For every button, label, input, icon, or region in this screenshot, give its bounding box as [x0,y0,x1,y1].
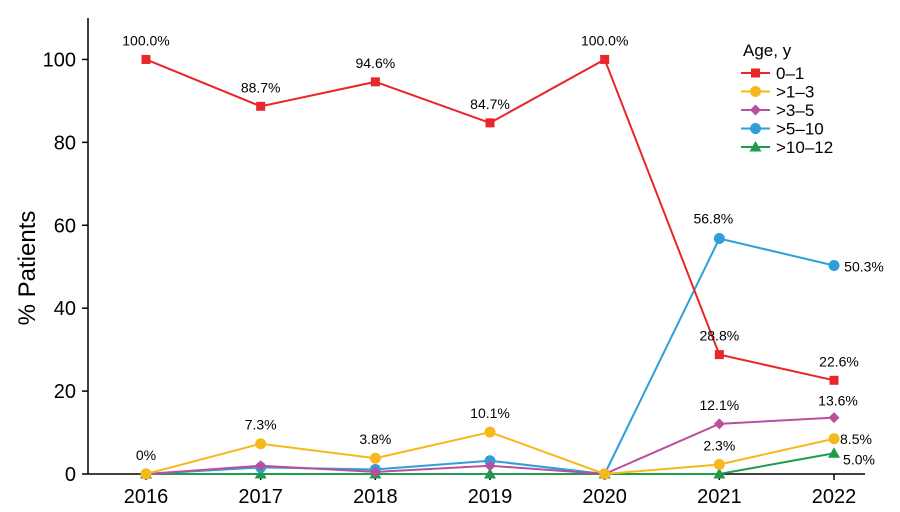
data-labels: 100.0% 88.7% 94.6% 84.7% 100.0% 28.8% 22.6% 0% 7… [122,32,884,467]
y-tick-label: 80 [54,132,76,154]
legend-swatch-marker [750,104,761,116]
legend-item: >1–3 [741,83,814,102]
data-point [484,468,497,479]
data-label: 10.1% [470,405,510,421]
data-label: 13.6% [818,393,858,409]
data-point [254,468,267,479]
data-point [828,412,840,424]
data-point [599,468,611,480]
x-tick-label: 2018 [353,486,398,508]
legend-swatch-marker [750,86,761,97]
legend-swatch-marker [750,123,761,134]
data-point [713,458,725,470]
data-point [828,433,840,445]
y-tick-label: 100 [43,49,76,71]
legend-label: >1–3 [776,83,814,102]
data-point [141,54,151,64]
data-point [713,233,725,245]
data-label: 100.0% [581,32,628,48]
x-tick-label: 2016 [124,486,169,508]
data-point [255,438,267,450]
data-point [828,259,840,271]
legend-title: Age, y [743,41,792,60]
data-label: 56.8% [693,211,733,227]
legend-swatch-marker [751,68,760,78]
data-point [369,452,381,464]
legend-item: >3–5 [741,101,814,120]
legend-label: 0–1 [776,64,804,83]
y-tick-label: 20 [54,381,76,403]
data-point [828,447,841,458]
legend-label: >10–12 [776,138,833,157]
data-label: 22.6% [819,353,859,369]
y-axis-title: % Patients [14,211,41,326]
data-label: 100.0% [122,32,169,48]
data-label: 12.1% [699,397,739,413]
data-point [370,77,380,87]
data-point [256,101,266,111]
legend-item: 0–1 [741,64,804,83]
data-point [140,468,152,480]
data-point [485,118,495,128]
y-tick-label: 0 [65,464,76,486]
x-tick-label: 2020 [582,486,627,508]
x-tick-label: 2022 [812,486,857,508]
data-point [713,468,726,479]
legend-item: >5–10 [741,120,824,139]
data-label: 88.7% [241,79,281,95]
data-label: 94.6% [355,55,395,71]
data-label: 5.0% [843,451,875,467]
x-tick-label: 2021 [697,486,742,508]
series-group [141,54,839,385]
data-label: 50.3% [844,258,884,274]
data-label: 28.8% [699,328,739,344]
data-point [600,54,610,64]
data-label: 3.8% [359,431,391,447]
data-label: 2.3% [703,437,735,453]
legend-swatch-marker [749,141,762,152]
data-point [714,350,724,360]
series-layer [140,54,841,480]
y-tick-label: 60 [54,215,76,237]
axes: 0 20 40 60 80 100 2016 2017 2018 2019 2020 2021 2022 [43,18,865,508]
data-label: 0% [136,447,156,463]
data-point [369,466,381,478]
series-group [140,426,840,480]
data-point [484,460,496,472]
data-point [255,460,267,472]
data-point [484,426,496,438]
legend-item: >10–12 [741,138,833,157]
legend: Age, y 0–1>1–3>3–5>5–10>10–12 [741,41,833,157]
x-tick-label: 2017 [238,486,283,508]
data-label: 84.7% [470,96,510,112]
data-label: 7.3% [245,417,277,433]
x-tick-label: 2019 [468,486,513,508]
legend-label: >5–10 [776,120,824,139]
data-point [713,418,725,430]
data-label: 8.5% [840,431,872,447]
data-point [829,375,839,385]
y-tick-label: 40 [54,298,76,320]
legend-label: >3–5 [776,101,814,120]
